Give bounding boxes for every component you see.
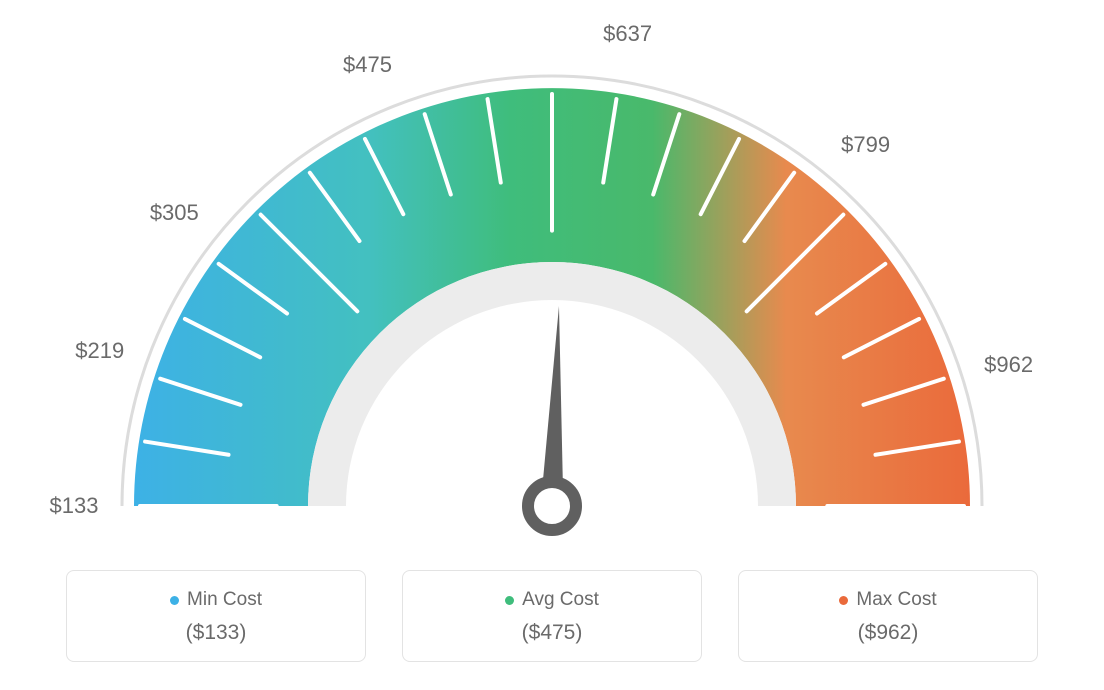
gauge-tick-label: $219 — [75, 338, 124, 364]
legend-card-avg: Avg Cost ($475) — [402, 570, 702, 662]
legend-title: Avg Cost — [505, 589, 599, 611]
gauge-svg — [0, 0, 1104, 570]
legend-label: Avg Cost — [522, 589, 599, 611]
legend-dot-min — [170, 596, 179, 605]
gauge-tick-label: $799 — [841, 132, 890, 158]
legend-card-max: Max Cost ($962) — [738, 570, 1038, 662]
legend-label: Max Cost — [856, 589, 936, 611]
legend-row: Min Cost ($133) Avg Cost ($475) Max Cost… — [0, 570, 1104, 662]
gauge-chart: $133 $219 $305 $475 $637 $799 $962 — [0, 0, 1104, 570]
gauge-tick-label: $962 — [984, 352, 1033, 378]
legend-value: ($133) — [67, 621, 365, 645]
gauge-tick-label: $133 — [50, 493, 99, 519]
legend-value: ($962) — [739, 621, 1037, 645]
gauge-tick-label: $305 — [150, 200, 199, 226]
legend-title: Min Cost — [170, 589, 262, 611]
legend-label: Min Cost — [187, 589, 262, 611]
legend-title: Max Cost — [839, 589, 936, 611]
legend-card-min: Min Cost ($133) — [66, 570, 366, 662]
legend-dot-max — [839, 596, 848, 605]
gauge-tick-label: $637 — [603, 21, 652, 47]
legend-dot-avg — [505, 596, 514, 605]
gauge-tick-label: $475 — [343, 52, 392, 78]
legend-value: ($475) — [403, 621, 701, 645]
